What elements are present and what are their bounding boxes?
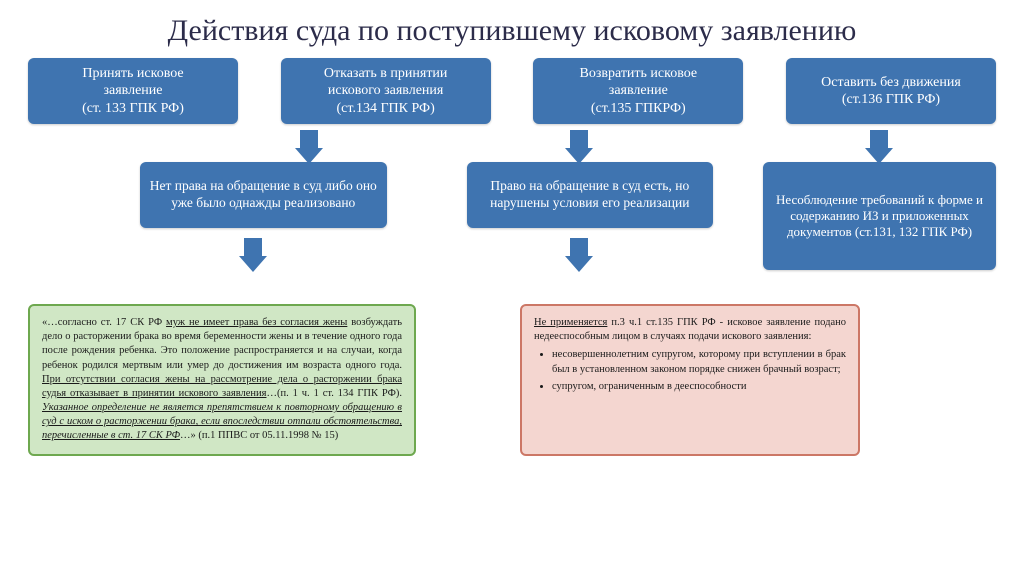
label: (ст. 133 ГПК РФ) (82, 100, 184, 118)
label: Возвратить исковое (579, 65, 697, 83)
list-item: несовершеннолетним супругом, которому пр… (552, 348, 846, 376)
top-row: Принять исковое заявление (ст. 133 ГПК Р… (0, 58, 1024, 124)
label: Отказать в принятии (324, 65, 448, 83)
spacer (28, 162, 120, 270)
label: (ст.135 ГПКРФ) (591, 100, 686, 118)
list-item: супругом, ограниченным в дееспособности (552, 380, 846, 394)
arrow-head-icon (865, 148, 893, 164)
label: Принять исковое (82, 65, 183, 83)
action-accept: Принять исковое заявление (ст. 133 ГПК Р… (28, 58, 238, 124)
mid-row: Нет права на обращение в суд либо оно уж… (0, 162, 1024, 270)
note-green: «…согласно ст. 17 СК РФ муж не имеет пра… (28, 304, 416, 456)
arrow-tail (870, 130, 888, 148)
action-leave: Оставить без движения (ст.136 ГПК РФ) (786, 58, 996, 124)
arrow-head-icon (565, 256, 593, 272)
label: Оставить без движения (821, 74, 961, 92)
arrow-head-icon (239, 256, 267, 272)
consequence-no-right: Нет права на обращение в суд либо оно уж… (140, 162, 387, 228)
text: муж не имеет права без согласия жены (166, 317, 347, 328)
arrow-head-icon (295, 148, 323, 164)
label: Несоблюдение требований к форме и содерж… (775, 192, 984, 241)
note-red-list: несовершеннолетним супругом, которому пр… (534, 348, 846, 394)
arrow-tail (244, 238, 262, 256)
arrow-tail (570, 130, 588, 148)
action-return: Возвратить исковое заявление (ст.135 ГПК… (533, 58, 743, 124)
spacer (407, 162, 447, 270)
text: …» (п.1 ППВС от 05.11.1998 № 15) (180, 430, 338, 441)
arrow-tail (570, 238, 588, 256)
page-title: Действия суда по поступившему исковому з… (0, 0, 1024, 58)
text: …(п. 1 ч. 1 ст. 134 ГПК РФ). (266, 388, 402, 399)
label: заявление (609, 82, 668, 100)
action-refuse: Отказать в принятии искового заявления (… (281, 58, 491, 124)
label: заявление (103, 82, 162, 100)
arrow-head-icon (565, 148, 593, 164)
note-red-head: Не применяется п.3 ч.1 ст.135 ГПК РФ - и… (534, 316, 846, 344)
label: Право на обращение в суд есть, но наруше… (473, 178, 708, 212)
label: Нет права на обращение в суд либо оно уж… (146, 178, 381, 212)
text: «…согласно ст. 17 СК РФ (42, 317, 166, 328)
text: Не применяется (534, 317, 607, 328)
consequence-has-right: Право на обращение в суд есть, но наруше… (467, 162, 714, 228)
spacer (733, 162, 743, 270)
arrow-tail (300, 130, 318, 148)
bottom-row: «…согласно ст. 17 СК РФ муж не имеет пра… (0, 304, 1024, 456)
label: (ст.134 ГПК РФ) (337, 100, 435, 118)
consequence-form: Несоблюдение требований к форме и содерж… (763, 162, 996, 270)
note-red: Не применяется п.3 ч.1 ст.135 ГПК РФ - и… (520, 304, 860, 456)
label: (ст.136 ГПК РФ) (842, 91, 940, 109)
label: искового заявления (328, 82, 443, 100)
